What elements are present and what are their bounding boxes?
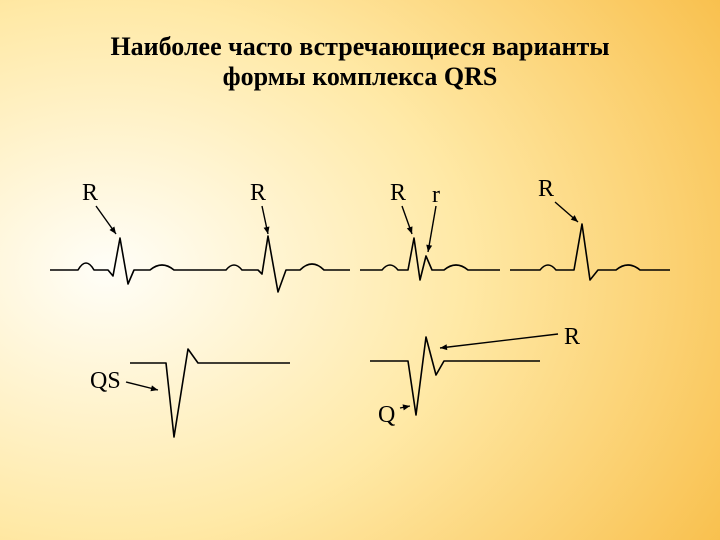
arrow — [545, 192, 588, 232]
arrow — [116, 372, 168, 400]
arrow — [430, 324, 568, 358]
arrow — [390, 396, 420, 418]
arrow — [252, 196, 278, 244]
arrow — [86, 196, 126, 244]
ecg-wave-w4 — [510, 220, 670, 310]
slide-title: Наиболее часто встречающиеся варианты фо… — [0, 32, 720, 92]
arrow — [418, 196, 446, 262]
slide: Наиболее часто встречающиеся варианты фо… — [0, 0, 720, 540]
ecg-wave-w5 — [130, 345, 290, 455]
